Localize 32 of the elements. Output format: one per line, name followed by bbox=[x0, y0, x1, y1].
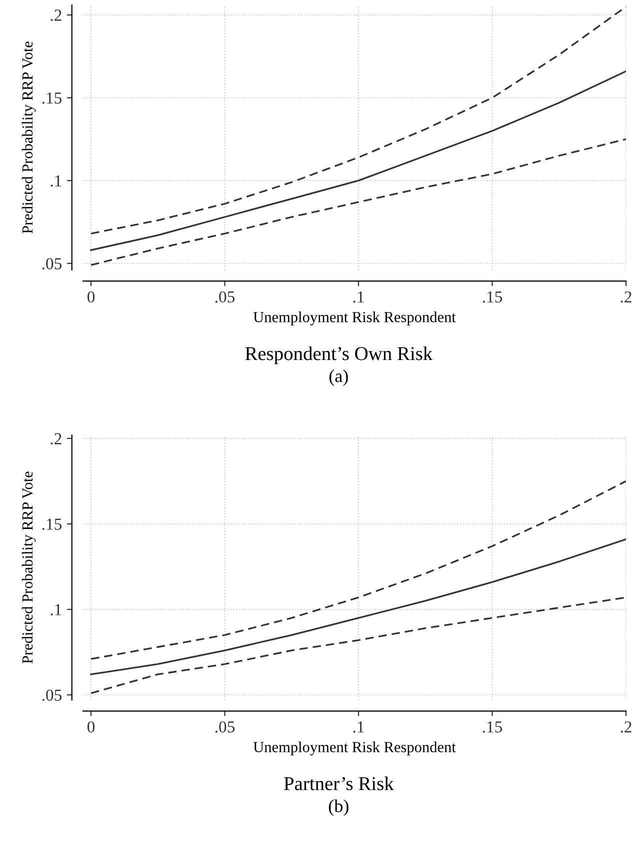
x-axis-title: Unemployment Risk Respondent bbox=[253, 742, 456, 756]
line-series bbox=[90, 6, 626, 234]
y-tick-label: .1 bbox=[50, 175, 62, 187]
x-tick-label: .2 bbox=[620, 291, 632, 303]
y-tick-label: .05 bbox=[42, 690, 62, 701]
y-axis-title: Predicted Probability RRP Vote bbox=[22, 472, 36, 664]
y-axis-title: Predicted Probability RRP Vote bbox=[22, 42, 36, 234]
y-tick-label: .15 bbox=[42, 92, 62, 104]
x-tick-label: .2 bbox=[620, 721, 632, 733]
y-tick-label: .15 bbox=[42, 518, 62, 530]
x-tick-label: .15 bbox=[482, 721, 502, 733]
text: (a) bbox=[329, 369, 348, 386]
y-tick-label: .2 bbox=[50, 10, 62, 21]
text: (b) bbox=[328, 799, 348, 816]
y-tick-label: .05 bbox=[42, 258, 62, 270]
y-tick-label: .1 bbox=[50, 604, 62, 616]
text: Partner’s Risk bbox=[284, 776, 394, 790]
line-series bbox=[90, 70, 626, 251]
x-tick-label: .1 bbox=[353, 721, 364, 733]
x-tick-label: .1 bbox=[353, 291, 364, 303]
x-tick-label: 0 bbox=[87, 721, 95, 733]
line-series bbox=[90, 480, 626, 660]
text: Respondent’s Own Risk bbox=[245, 346, 433, 364]
line-series bbox=[90, 596, 626, 694]
x-tick-label: .05 bbox=[215, 291, 235, 303]
x-tick-label: .05 bbox=[215, 721, 235, 733]
x-tick-label: 0 bbox=[87, 291, 95, 303]
y-tick-label: .2 bbox=[50, 433, 62, 444]
x-tick-label: .15 bbox=[482, 291, 502, 303]
line-series bbox=[90, 538, 626, 676]
x-axis-title: Unemployment Risk Respondent bbox=[253, 312, 456, 326]
line-series bbox=[90, 138, 626, 266]
